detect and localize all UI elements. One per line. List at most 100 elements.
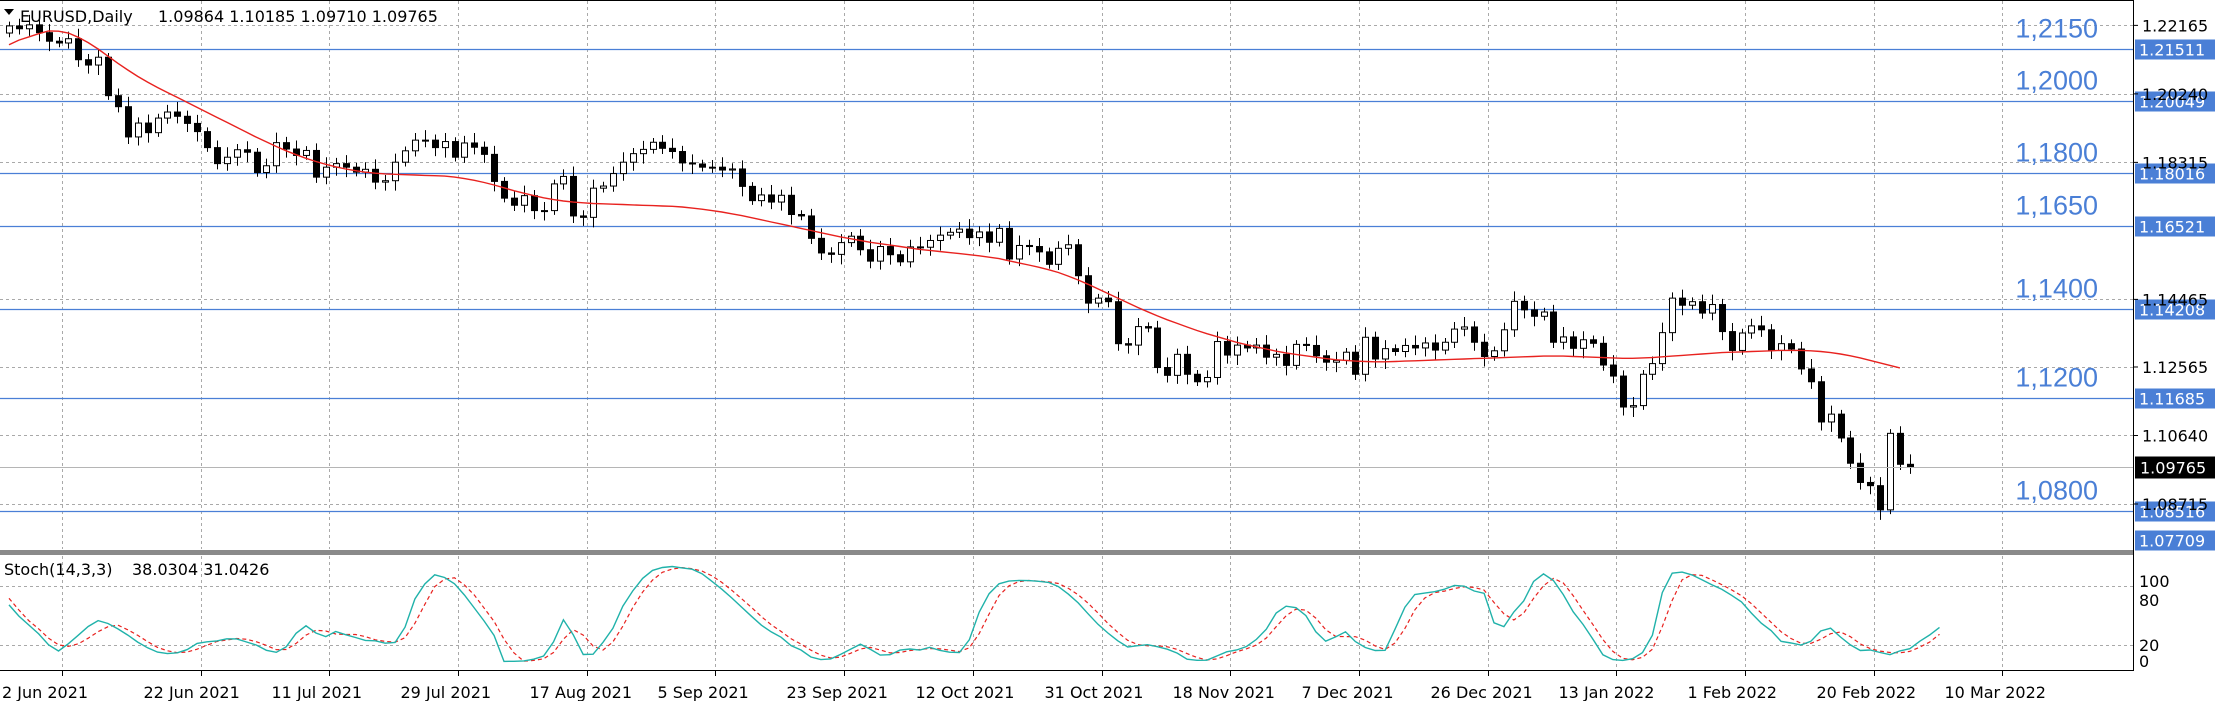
candle [1115, 291, 1122, 351]
candle [1590, 335, 1597, 348]
candle [1451, 321, 1458, 348]
candle [1145, 322, 1152, 333]
level-label: 1,1200 [2015, 363, 2098, 393]
candle [689, 154, 696, 174]
stoch-readout: 38.0304 31.0426 [132, 560, 269, 579]
candle [1669, 292, 1676, 342]
candle [1075, 239, 1082, 285]
candle [1036, 237, 1043, 262]
level-price-tag-text: 1.08516 [2139, 503, 2205, 522]
candlestick-series [6, 14, 1914, 520]
candle [1194, 370, 1201, 387]
candle [313, 143, 320, 183]
candle [1501, 322, 1508, 357]
candle [263, 158, 270, 179]
candle [927, 234, 934, 256]
candle [976, 226, 983, 247]
candle [1907, 454, 1914, 474]
candle [749, 182, 756, 205]
price-tick-label: 1.22165 [2142, 16, 2208, 35]
candle [887, 237, 894, 265]
candle [1659, 322, 1666, 371]
date-tick-label: 18 Nov 2021 [1173, 683, 1275, 701]
candle [1135, 318, 1142, 356]
candle [254, 147, 261, 177]
symbol-title: EURUSD,Daily [20, 7, 133, 26]
stoch-scale-0: 0 [2139, 652, 2149, 671]
candle [1382, 340, 1389, 369]
candle [808, 208, 815, 245]
candle [303, 146, 310, 160]
candle [580, 210, 587, 226]
date-tick-label: 10 Mar 2022 [1945, 683, 2046, 701]
candle [1857, 453, 1864, 490]
candle [966, 219, 973, 245]
candle [422, 130, 429, 148]
current-price-text: 1.09765 [2140, 459, 2206, 478]
candle [1689, 297, 1696, 310]
candle [16, 18, 23, 35]
candle [1214, 331, 1221, 385]
price-tick-label: 1.18315 [2142, 153, 2208, 172]
date-tick-label: 17 Aug 2021 [530, 683, 633, 701]
price-tick-label: 1.14465 [2142, 290, 2208, 309]
candle [1313, 335, 1320, 363]
candle [95, 48, 102, 76]
candle [669, 138, 676, 159]
candle [570, 166, 577, 224]
date-tick-label: 26 Dec 2021 [1431, 683, 1533, 701]
collapse-arrow-icon[interactable] [4, 9, 14, 15]
candle [1461, 316, 1468, 337]
candle [273, 132, 280, 173]
candle [1600, 336, 1607, 371]
candle [501, 177, 508, 203]
candle [1184, 345, 1191, 385]
candle [1392, 344, 1399, 356]
level-label: 1,2150 [2015, 14, 2098, 44]
candle [452, 137, 459, 162]
candle [1679, 289, 1686, 316]
level-label: 1,1400 [2015, 274, 2098, 304]
date-tick-label: 31 Oct 2021 [1045, 683, 1144, 701]
candle [461, 135, 468, 163]
candle [956, 221, 963, 238]
subwindow-splitter[interactable] [0, 550, 2133, 555]
candle [1442, 337, 1449, 355]
candle [1125, 337, 1132, 354]
horizontal-levels[interactable]: 1,21501.215111,20001.200491,18001.180161… [0, 14, 2215, 551]
candle [659, 135, 666, 155]
date-tick-label: 12 Oct 2021 [916, 683, 1015, 701]
candle [1046, 247, 1053, 269]
candle [818, 228, 825, 261]
date-tick-label: 29 Jul 2021 [401, 683, 492, 701]
candle [1570, 331, 1577, 357]
level-price-tag-text: 1.11685 [2139, 390, 2205, 409]
level-price-tag-text: 1.21511 [2139, 41, 2205, 60]
level-price-tag [2135, 388, 2215, 409]
candle [26, 14, 33, 36]
candle [174, 102, 181, 124]
candle [650, 138, 657, 154]
candle [194, 114, 201, 142]
candle [986, 223, 993, 253]
candle [442, 133, 449, 158]
candle [432, 134, 439, 157]
candle [1709, 294, 1716, 321]
candle [1481, 333, 1488, 367]
candle [1432, 334, 1439, 361]
level-price-tag [2135, 216, 2215, 237]
stoch-scale-80: 80 [2139, 591, 2159, 610]
candle [1065, 234, 1072, 256]
candle [382, 175, 389, 191]
candle [1016, 235, 1023, 267]
candle [1729, 323, 1736, 361]
candle [1630, 397, 1637, 417]
level-label: 1,2000 [2015, 66, 2098, 96]
price-tick-label: 1.08715 [2142, 495, 2208, 514]
date-tick-label: 11 Jul 2021 [272, 683, 363, 701]
date-tick-label: 22 Jun 2021 [144, 683, 240, 701]
candle [184, 110, 191, 132]
candle [36, 19, 43, 42]
candle [1471, 321, 1478, 351]
